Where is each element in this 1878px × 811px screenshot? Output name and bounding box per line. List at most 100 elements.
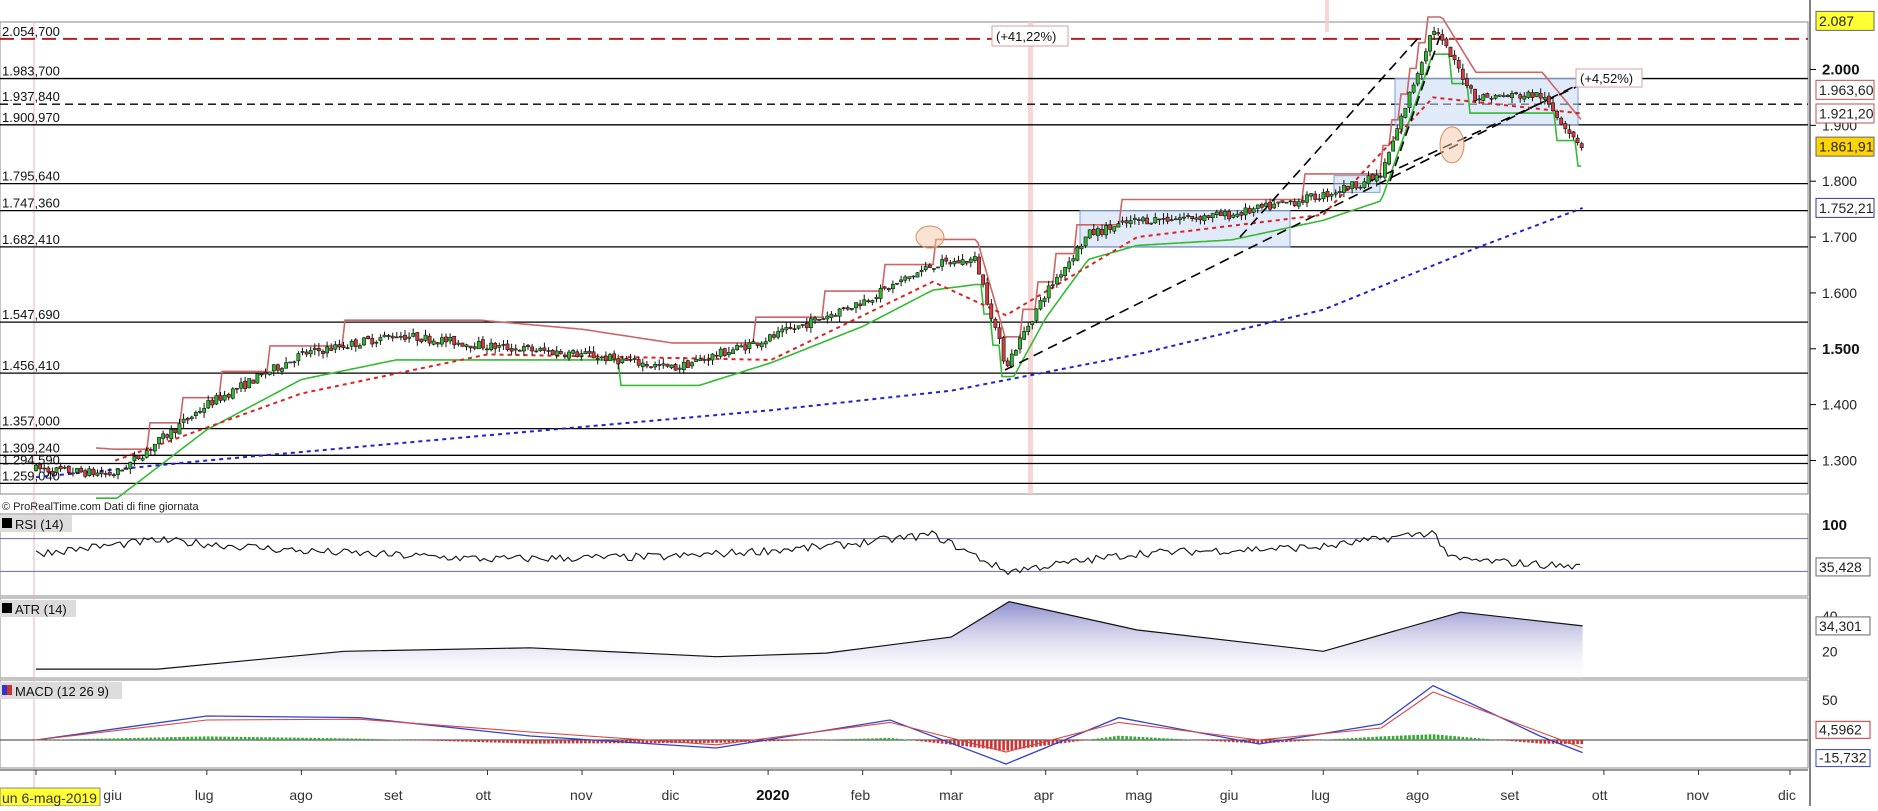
- candle-body: [66, 465, 71, 473]
- candle-body: [784, 327, 789, 331]
- annotation-box: [1575, 68, 1643, 88]
- candle-body: [177, 423, 182, 435]
- macd-histogram-bar: [194, 736, 198, 740]
- candle-body: [587, 350, 592, 354]
- candle-body: [882, 286, 887, 289]
- macd-histogram-bar: [1580, 740, 1583, 745]
- candle-body: [1333, 192, 1338, 195]
- value-badge-label: 2.087: [1819, 13, 1854, 29]
- macd-histogram-bar: [120, 738, 124, 740]
- candle-body: [1100, 229, 1104, 235]
- macd-color-swatch: [7, 685, 12, 695]
- candle-body: [226, 393, 231, 398]
- macd-histogram-bar: [137, 737, 140, 740]
- macd-histogram-bar: [801, 740, 804, 741]
- macd-histogram-bar: [276, 737, 280, 740]
- macd-histogram-bar: [940, 740, 944, 744]
- macd-histogram-bar: [416, 740, 419, 741]
- macd-histogram-bar: [329, 738, 333, 740]
- candle-body: [448, 336, 453, 342]
- candle-body: [1280, 200, 1285, 203]
- macd-histogram-bar: [809, 740, 813, 741]
- candle-body: [796, 325, 801, 329]
- macd-histogram-bar: [1203, 740, 1206, 741]
- candle-body: [788, 326, 793, 329]
- candle-body: [50, 471, 55, 475]
- candle-body: [1448, 46, 1453, 57]
- candle-body: [558, 350, 563, 355]
- macd-histogram-bar: [1338, 738, 1342, 740]
- candle-body: [329, 347, 334, 351]
- macd-histogram-bar: [1428, 734, 1432, 740]
- candle-body: [75, 468, 79, 473]
- candle-body: [1046, 285, 1051, 299]
- rsi-last-label: 35,428: [1819, 559, 1862, 575]
- macd-histogram-bar: [334, 738, 337, 740]
- macd-histogram-bar: [735, 740, 739, 743]
- candle-body: [1534, 92, 1539, 97]
- macd-histogram-bar: [1547, 740, 1551, 744]
- candle-body: [1403, 107, 1408, 118]
- macd-histogram-bar: [604, 740, 608, 744]
- macd-histogram-bar: [1379, 736, 1383, 740]
- candle-body: [956, 260, 961, 264]
- candle-body: [1276, 201, 1281, 204]
- macd-histogram-bar: [202, 736, 206, 740]
- candle-body: [862, 299, 867, 306]
- candle-body: [218, 395, 223, 401]
- candle-body: [366, 336, 371, 340]
- candle-body: [817, 319, 822, 321]
- macd-histogram-bar: [88, 738, 91, 740]
- candle-body: [144, 450, 149, 458]
- candle-body: [1223, 211, 1227, 217]
- macd-histogram-bar: [1375, 736, 1378, 740]
- candle-body: [903, 276, 908, 281]
- macd-histogram-bar: [1432, 734, 1436, 740]
- candle-body: [1473, 88, 1478, 101]
- macd-histogram-bar: [1047, 740, 1050, 746]
- candle-body: [79, 467, 84, 473]
- candle-body: [71, 472, 75, 475]
- candle-body: [763, 341, 768, 345]
- candle-body: [259, 373, 264, 376]
- macd-histogram-bar: [592, 740, 595, 744]
- macd-histogram-bar: [1223, 740, 1227, 742]
- x-tick-label: giu: [1220, 787, 1239, 803]
- macd-histogram-bar: [424, 740, 427, 741]
- candle-body: [743, 344, 748, 351]
- macd-histogram-bar: [1100, 737, 1104, 740]
- macd-histogram-bar: [170, 737, 173, 740]
- macd-histogram-bar: [256, 737, 259, 740]
- candle-body: [509, 348, 514, 352]
- candle-body: [1313, 193, 1318, 200]
- candle-body: [345, 347, 350, 349]
- level-label: 1.309,240: [2, 440, 60, 455]
- macd-title: MACD (12 26 9): [15, 684, 109, 699]
- candle-body: [493, 342, 498, 349]
- candle-body: [386, 335, 391, 337]
- candle-body: [936, 266, 940, 269]
- candle-body: [1452, 54, 1457, 60]
- candle-body: [747, 342, 752, 350]
- x-tick-label: un 6-mag-2019: [2, 790, 97, 806]
- candle-body: [1555, 111, 1560, 118]
- macd-histogram-bar: [428, 740, 431, 741]
- candle-body: [772, 334, 776, 338]
- macd-histogram-bar: [1412, 735, 1415, 740]
- candle-body: [415, 332, 420, 341]
- macd-histogram-bar: [1473, 737, 1477, 740]
- macd-histogram-bar: [1108, 736, 1112, 740]
- candle-body: [673, 364, 678, 371]
- candle-body: [107, 471, 112, 476]
- macd-histogram-bar: [100, 738, 103, 740]
- macd-histogram-bar: [321, 738, 325, 740]
- candle-body: [513, 348, 518, 351]
- candle-body: [550, 349, 555, 356]
- macd-histogram-bar: [38, 739, 42, 741]
- candle-body: [1329, 194, 1334, 197]
- candle-body: [866, 300, 871, 302]
- candle-body: [444, 336, 448, 343]
- macd-histogram-bar: [124, 738, 128, 740]
- macd-histogram-bar: [1416, 734, 1419, 740]
- macd-histogram-bar: [903, 739, 907, 741]
